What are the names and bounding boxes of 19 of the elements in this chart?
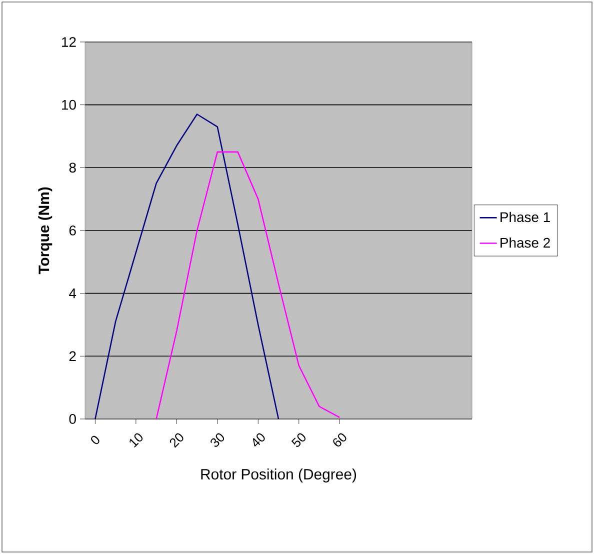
y-tick-label: 2 <box>69 351 76 362</box>
x-tick-label: 50 <box>291 433 306 447</box>
legend-label: Phase 2 <box>500 237 550 248</box>
line-series <box>156 151 340 419</box>
y-tick-label: 12 <box>62 37 76 47</box>
x-tick-label: 60 <box>333 433 346 447</box>
x-tick-label: 20 <box>170 433 184 448</box>
y-tick-label: 0 <box>69 414 76 424</box>
y-axis-title: Torque (Nm) <box>38 187 52 274</box>
y-tick-label: 6 <box>69 226 76 236</box>
x-tick-label: 0 <box>91 436 100 444</box>
y-tick-label: 8 <box>69 162 76 173</box>
y-tick-label: 10 <box>62 100 76 110</box>
x-tick-label: 40 <box>252 433 265 447</box>
x-axis-title: Rotor Position (Degree) <box>201 468 356 482</box>
legend-label: Phase 1 <box>500 212 550 222</box>
x-tick-label: 10 <box>130 433 143 448</box>
x-tick-label: 30 <box>210 433 224 447</box>
y-tick-label: 4 <box>69 288 76 298</box>
